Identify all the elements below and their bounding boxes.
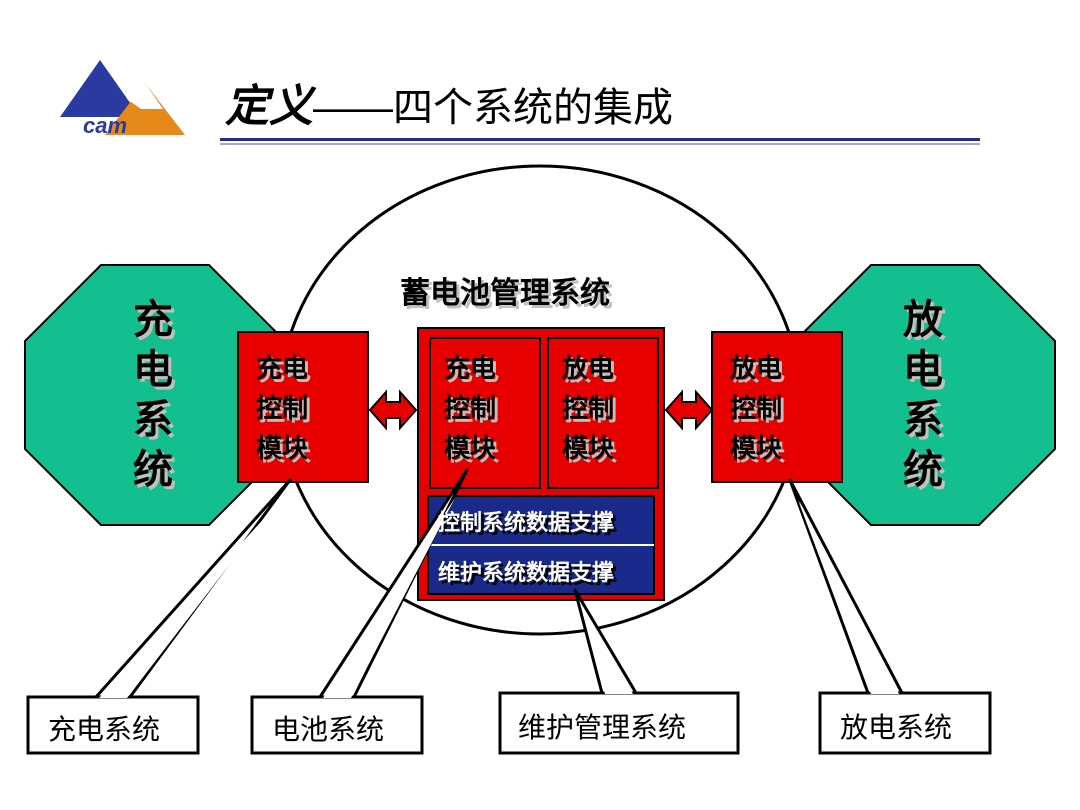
dbl-arrow-left bbox=[370, 392, 416, 428]
callout-discharging-label: 放电系统 bbox=[840, 706, 952, 746]
callout-charging-label: 充电系统 bbox=[48, 708, 160, 748]
diagram-stage: cam 定义——四个系统的集成 bbox=[0, 0, 1080, 810]
callout-battery-label: 电池系统 bbox=[272, 708, 384, 748]
dbl-arrow-right bbox=[666, 392, 712, 428]
callout-maintenance-label: 维护管理系统 bbox=[518, 706, 686, 746]
